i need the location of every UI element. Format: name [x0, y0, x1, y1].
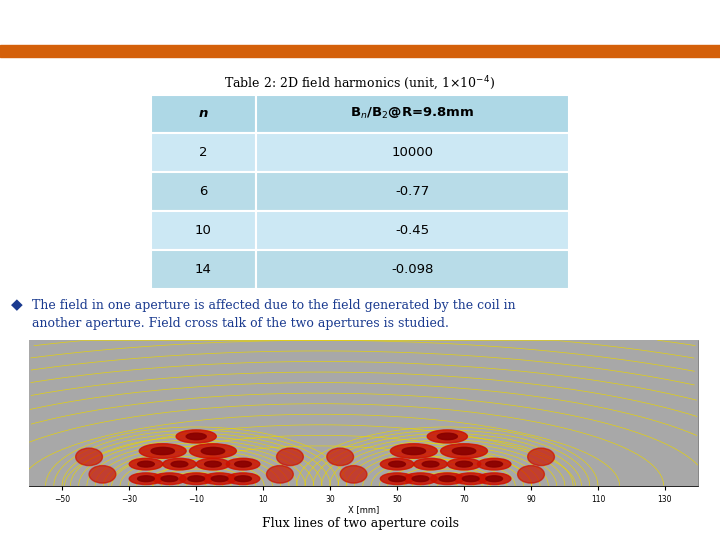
Ellipse shape — [226, 458, 260, 470]
Text: 2: 2 — [199, 146, 207, 159]
Ellipse shape — [486, 461, 503, 467]
Ellipse shape — [422, 461, 439, 467]
Ellipse shape — [89, 465, 116, 483]
Ellipse shape — [327, 448, 354, 465]
Ellipse shape — [235, 461, 251, 467]
Ellipse shape — [179, 473, 213, 484]
Ellipse shape — [153, 473, 186, 484]
Ellipse shape — [431, 473, 464, 484]
Ellipse shape — [441, 444, 487, 458]
Ellipse shape — [203, 473, 236, 484]
Ellipse shape — [447, 458, 481, 470]
Ellipse shape — [456, 461, 472, 467]
Text: 10000: 10000 — [391, 146, 433, 159]
Ellipse shape — [380, 458, 414, 470]
Ellipse shape — [276, 448, 303, 465]
Ellipse shape — [390, 444, 437, 458]
Ellipse shape — [266, 465, 293, 483]
Ellipse shape — [139, 444, 186, 458]
Ellipse shape — [462, 476, 479, 482]
Ellipse shape — [176, 430, 216, 443]
Text: B$_n$/B$_2$@R=9.8mm: B$_n$/B$_2$@R=9.8mm — [350, 106, 474, 122]
Ellipse shape — [186, 433, 206, 440]
Text: ◆: ◆ — [11, 298, 22, 313]
Ellipse shape — [163, 458, 197, 470]
Ellipse shape — [226, 473, 260, 484]
Text: another aperture. Field cross talk of the two apertures is studied.: another aperture. Field cross talk of th… — [32, 318, 449, 330]
Ellipse shape — [138, 476, 154, 482]
Ellipse shape — [452, 447, 476, 455]
Ellipse shape — [204, 461, 221, 467]
Bar — [256, 172, 569, 211]
Ellipse shape — [188, 476, 204, 482]
Text: -0.77: -0.77 — [395, 185, 429, 198]
Ellipse shape — [477, 458, 511, 470]
Ellipse shape — [518, 465, 544, 483]
Ellipse shape — [151, 447, 174, 455]
Ellipse shape — [437, 433, 457, 440]
Text: The field in one aperture is affected due to the field generated by the coil in: The field in one aperture is affected du… — [32, 299, 516, 312]
Bar — [256, 250, 569, 289]
Text: 14: 14 — [195, 263, 212, 276]
Text: -0.098: -0.098 — [391, 263, 433, 276]
Ellipse shape — [486, 476, 503, 482]
Text: 6: 6 — [199, 185, 207, 198]
Text: Table 2: 2D field harmonics (unit, 1$\times$10$^{-4}$): Table 2: 2D field harmonics (unit, 1$\ti… — [225, 75, 495, 93]
Ellipse shape — [161, 476, 178, 482]
Ellipse shape — [130, 473, 163, 484]
Ellipse shape — [454, 473, 487, 484]
Text: 10: 10 — [195, 224, 212, 237]
Ellipse shape — [138, 461, 154, 467]
Bar — [151, 172, 256, 211]
Ellipse shape — [76, 448, 102, 465]
Bar — [151, 250, 256, 289]
Bar — [151, 94, 256, 133]
Ellipse shape — [130, 458, 163, 470]
Ellipse shape — [235, 476, 251, 482]
Bar — [151, 133, 256, 172]
Ellipse shape — [211, 476, 228, 482]
Bar — [256, 133, 569, 172]
Ellipse shape — [340, 465, 367, 483]
Ellipse shape — [380, 473, 414, 484]
Ellipse shape — [402, 447, 426, 455]
Ellipse shape — [201, 447, 225, 455]
Ellipse shape — [528, 448, 554, 465]
Ellipse shape — [404, 473, 437, 484]
Ellipse shape — [412, 476, 429, 482]
Text: -0.45: -0.45 — [395, 224, 429, 237]
Bar — [256, 94, 569, 133]
Text: Flux lines of two aperture coils: Flux lines of two aperture coils — [261, 517, 459, 530]
Ellipse shape — [389, 476, 405, 482]
Ellipse shape — [439, 476, 456, 482]
Ellipse shape — [389, 461, 405, 467]
Ellipse shape — [189, 444, 236, 458]
X-axis label: X [mm]: X [mm] — [348, 505, 379, 515]
Ellipse shape — [427, 430, 467, 443]
Ellipse shape — [196, 458, 230, 470]
Ellipse shape — [171, 461, 188, 467]
Text: n: n — [199, 107, 208, 120]
Ellipse shape — [477, 473, 511, 484]
Bar — [256, 211, 569, 250]
Bar — [29, 340, 698, 486]
Bar — [0, 45, 720, 57]
Ellipse shape — [414, 458, 447, 470]
Bar — [151, 211, 256, 250]
